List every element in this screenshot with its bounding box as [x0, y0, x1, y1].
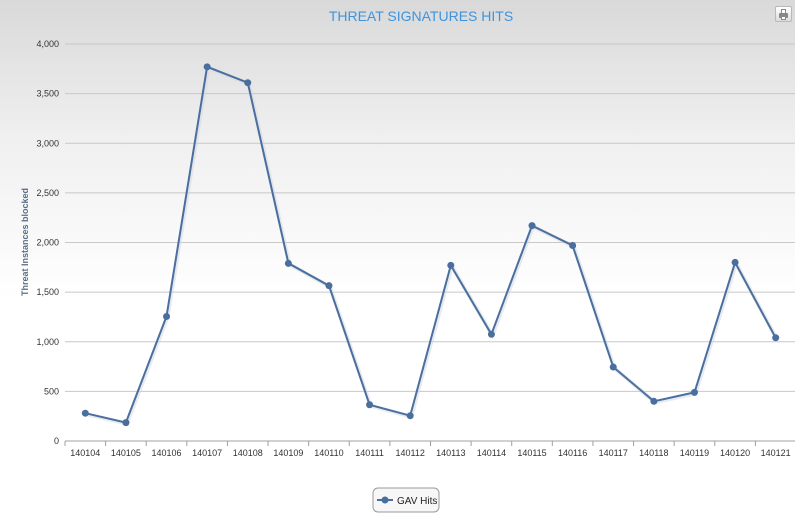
y-tick-label: 0 [54, 436, 59, 446]
series-line-shadow [85, 65, 779, 426]
data-point[interactable] [203, 63, 211, 71]
data-point[interactable] [122, 419, 130, 427]
x-tick-label: 140118 [639, 448, 668, 458]
legend-series-marker [381, 496, 389, 504]
data-point[interactable] [163, 312, 171, 320]
x-tick-label: 140112 [396, 448, 425, 458]
x-tick-label: 140119 [680, 448, 709, 458]
data-point[interactable] [528, 222, 536, 230]
printer-body [779, 13, 788, 18]
data-point[interactable] [406, 412, 414, 420]
x-tick-label: 140116 [558, 448, 587, 458]
legend-box[interactable] [372, 487, 440, 513]
legend-item-gav-hits[interactable]: GAV Hits [397, 496, 437, 507]
data-point[interactable] [650, 397, 658, 405]
legend[interactable]: GAV Hits [372, 487, 440, 513]
data-point[interactable] [569, 241, 577, 249]
series-gav-hits [81, 63, 780, 427]
x-tick-label: 140107 [192, 448, 222, 458]
x-tick-label: 140106 [152, 448, 182, 458]
y-axis-title: Threat Instances blocked [20, 188, 30, 296]
data-point[interactable] [772, 334, 780, 342]
y-tick-label: 2,000 [36, 238, 59, 248]
data-point[interactable] [447, 261, 455, 269]
data-point[interactable] [325, 282, 333, 290]
x-tick-label: 140114 [477, 448, 506, 458]
x-axis: 140104 140105 140106 140107 140108 140109 1401… [64, 440, 795, 458]
y-tick-label: 3,500 [36, 89, 59, 99]
x-tick-label: 140121 [761, 448, 791, 458]
data-point[interactable] [81, 409, 89, 417]
x-tick-label: 140117 [599, 448, 628, 458]
data-point[interactable] [487, 330, 495, 338]
y-tick-label: 4,000 [36, 39, 59, 49]
x-tick-label: 140108 [233, 448, 263, 458]
x-tick-label: 140105 [111, 448, 141, 458]
data-point[interactable] [284, 259, 292, 267]
print-button[interactable] [775, 6, 792, 22]
printer-paper [781, 16, 786, 20]
y-tick-label: 3,000 [36, 138, 59, 148]
chart-title: THREAT SIGNATURES HITS [329, 8, 513, 24]
x-tick-label: 140109 [273, 448, 303, 458]
series-line [85, 65, 777, 424]
x-tick-label: 140113 [436, 448, 465, 458]
y-tick-label: 1,000 [36, 337, 59, 347]
y-tick-label: 500 [44, 386, 59, 396]
y-tick-label: 2,500 [36, 188, 59, 198]
data-point[interactable] [366, 401, 374, 409]
x-tick-label: 140111 [355, 448, 384, 458]
y-tick-label: 1,500 [36, 287, 59, 297]
data-point[interactable] [731, 258, 739, 266]
x-tick-label: 140104 [70, 448, 100, 458]
x-tick-label: 140110 [314, 448, 343, 458]
y-axis-ticks: 0 500 1,000 1,500 2,000 2,500 3,000 3,500 4,000 [36, 39, 59, 446]
data-point[interactable] [609, 363, 617, 371]
x-tick-label: 140115 [517, 448, 546, 458]
data-point[interactable] [244, 79, 252, 87]
data-point[interactable] [690, 388, 698, 396]
x-tick-label: 140120 [720, 448, 750, 458]
